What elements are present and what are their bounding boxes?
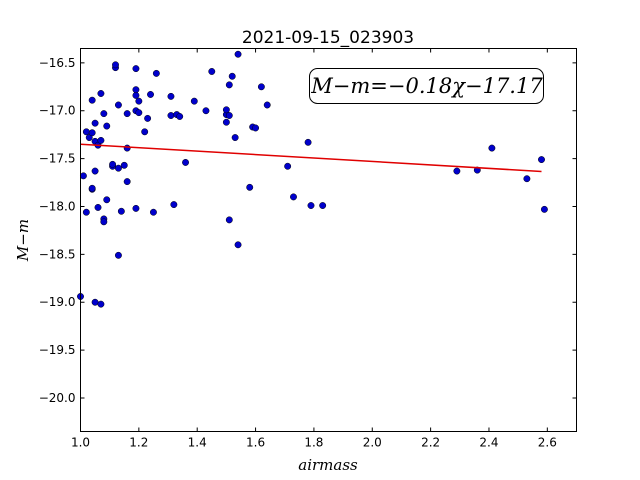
data-point bbox=[228, 72, 236, 80]
data-point bbox=[202, 107, 210, 115]
data-point bbox=[167, 92, 175, 100]
data-point bbox=[97, 90, 105, 97]
data-point bbox=[152, 69, 160, 77]
data-point bbox=[114, 101, 122, 109]
data-point bbox=[149, 208, 157, 216]
data-point bbox=[103, 122, 111, 130]
data-point bbox=[100, 110, 108, 118]
fit-annotation-box: M−m=−0.18χ−17.17 bbox=[309, 68, 544, 104]
data-point bbox=[222, 106, 230, 114]
y-tick-label: −19.5 bbox=[39, 343, 76, 357]
x-tick-label: 2.2 bbox=[421, 436, 440, 450]
data-point bbox=[103, 196, 111, 204]
x-tick-label: 2.0 bbox=[363, 436, 382, 450]
data-point bbox=[284, 162, 292, 170]
data-point bbox=[100, 218, 108, 226]
annotation-frame bbox=[309, 68, 544, 104]
data-point bbox=[234, 50, 242, 58]
data-point bbox=[123, 178, 131, 186]
data-point bbox=[88, 129, 96, 137]
data-point bbox=[488, 144, 496, 152]
data-point bbox=[132, 86, 140, 94]
data-point bbox=[225, 81, 233, 89]
data-point bbox=[540, 205, 548, 213]
plot-marks bbox=[77, 50, 548, 308]
data-point bbox=[170, 201, 178, 209]
data-point bbox=[147, 91, 154, 98]
y-tick-label: −17.5 bbox=[39, 152, 76, 166]
data-point bbox=[79, 172, 87, 180]
data-point bbox=[114, 164, 122, 172]
data-point bbox=[82, 128, 90, 136]
data-point bbox=[132, 204, 140, 212]
data-point bbox=[307, 202, 315, 209]
data-point bbox=[132, 91, 140, 99]
data-point bbox=[252, 124, 260, 132]
data-point bbox=[117, 207, 125, 215]
y-axis-label: M−m bbox=[14, 219, 32, 262]
chart-title: 2021-09-15_023903 bbox=[242, 28, 414, 48]
data-point bbox=[135, 97, 143, 105]
data-point bbox=[319, 202, 327, 209]
x-tick-label: 1.6 bbox=[246, 436, 265, 450]
data-point bbox=[222, 118, 230, 126]
data-point bbox=[114, 251, 122, 259]
data-point bbox=[246, 183, 254, 191]
data-point bbox=[97, 136, 105, 144]
data-point bbox=[123, 110, 131, 118]
data-point bbox=[290, 193, 297, 201]
data-point bbox=[225, 112, 233, 119]
data-point bbox=[132, 65, 140, 73]
data-point bbox=[231, 134, 239, 142]
x-tick-label: 2.6 bbox=[538, 436, 557, 450]
data-point bbox=[208, 68, 216, 75]
data-point bbox=[135, 109, 143, 117]
data-point bbox=[91, 167, 99, 175]
y-tick-label: −18.5 bbox=[39, 247, 76, 261]
data-point bbox=[523, 175, 531, 183]
x-tick-label: 1.4 bbox=[188, 436, 207, 450]
data-point bbox=[263, 101, 271, 109]
data-point bbox=[538, 156, 545, 164]
data-point bbox=[141, 128, 149, 136]
data-point bbox=[97, 300, 105, 308]
plot-frame bbox=[80, 48, 577, 432]
data-point bbox=[225, 216, 233, 224]
axis-ticks: 1.0 1.2 1.4 1.6 1.8 2.0 2.2 2.4 2.6 −16.5 −17.0 −17… bbox=[39, 48, 577, 450]
data-point bbox=[453, 167, 461, 175]
data-point bbox=[257, 83, 265, 91]
y-tick-label: −16.5 bbox=[39, 56, 76, 70]
y-tick-label: −18.0 bbox=[39, 199, 76, 213]
x-tick-label: 1.2 bbox=[129, 436, 148, 450]
data-point bbox=[88, 96, 96, 104]
data-point bbox=[82, 208, 90, 216]
data-point bbox=[182, 158, 189, 166]
data-point bbox=[120, 161, 128, 169]
x-tick-label: 2.4 bbox=[479, 436, 498, 450]
data-point bbox=[123, 144, 131, 152]
data-point bbox=[190, 97, 198, 105]
data-point bbox=[304, 138, 312, 146]
data-point bbox=[167, 112, 175, 119]
x-axis-label: airmass bbox=[298, 456, 358, 474]
data-point bbox=[112, 61, 119, 69]
data-point bbox=[91, 119, 99, 127]
data-point bbox=[176, 113, 184, 120]
data-point bbox=[94, 204, 102, 211]
x-tick-label: 1.0 bbox=[71, 436, 90, 450]
data-point bbox=[144, 114, 152, 122]
x-tick-label: 1.8 bbox=[304, 436, 323, 450]
y-tick-label: −20.0 bbox=[39, 391, 76, 405]
fit-line bbox=[80, 143, 542, 173]
data-point bbox=[109, 160, 117, 168]
data-point bbox=[234, 241, 242, 249]
y-tick-label: −19.0 bbox=[39, 295, 76, 309]
fit-equation: M−m=−0.18χ−17.17 bbox=[310, 74, 543, 98]
data-point bbox=[91, 298, 99, 306]
data-point bbox=[88, 184, 96, 192]
y-tick-label: −17.0 bbox=[39, 104, 76, 118]
